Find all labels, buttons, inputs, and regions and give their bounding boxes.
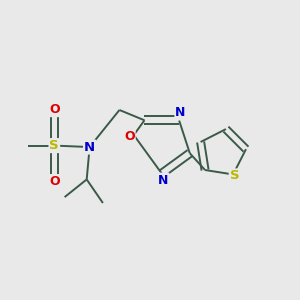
Text: O: O: [49, 103, 60, 116]
Text: S: S: [50, 139, 59, 152]
Text: O: O: [124, 130, 135, 143]
Text: N: N: [84, 141, 95, 154]
Text: N: N: [176, 106, 186, 119]
Text: N: N: [158, 173, 168, 187]
Text: O: O: [49, 175, 60, 188]
Text: S: S: [230, 169, 239, 182]
